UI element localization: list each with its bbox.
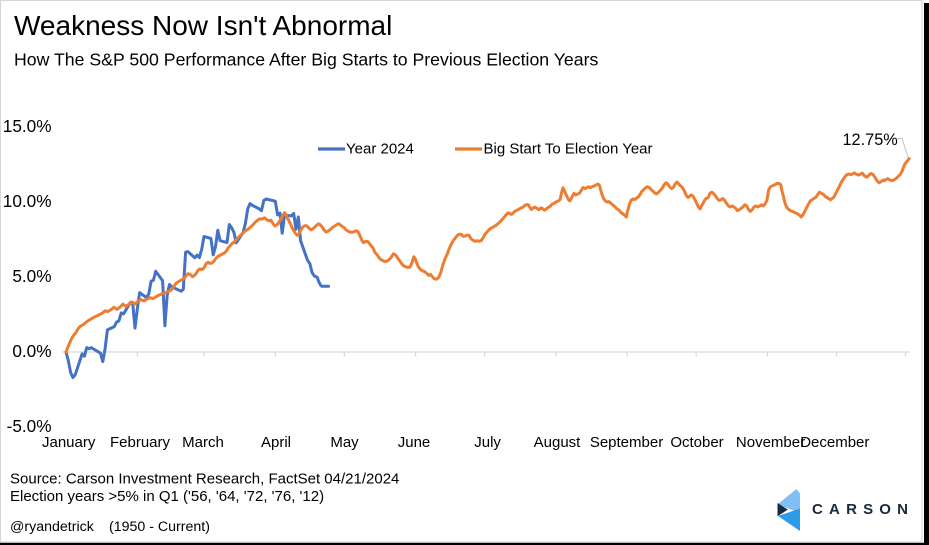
svg-text:Weakness Now Isn't Abnormal: Weakness Now Isn't Abnormal <box>14 10 392 41</box>
svg-text:(1950 - Current): (1950 - Current) <box>109 519 210 535</box>
svg-text:April: April <box>261 434 291 451</box>
svg-text:0.0%: 0.0% <box>12 341 51 361</box>
svg-text:10.0%: 10.0% <box>3 191 52 211</box>
svg-text:How The S&P 500 Performance Af: How The S&P 500 Performance After Big St… <box>14 50 598 70</box>
svg-text:-5.0%: -5.0% <box>7 416 52 436</box>
svg-text:March: March <box>182 434 224 451</box>
svg-text:November: November <box>736 434 805 451</box>
svg-text:@ryandetrick: @ryandetrick <box>10 519 95 535</box>
svg-text:September: September <box>590 434 663 451</box>
svg-text:Big Start To Election Year: Big Start To Election Year <box>484 141 653 158</box>
svg-text:August: August <box>534 434 582 451</box>
svg-text:July: July <box>474 434 501 451</box>
svg-text:June: June <box>398 434 431 451</box>
svg-text:December: December <box>800 434 869 451</box>
svg-text:15.0%: 15.0% <box>3 116 52 136</box>
svg-text:May: May <box>330 434 359 451</box>
svg-text:12.75%: 12.75% <box>843 131 898 149</box>
svg-text:CARSON: CARSON <box>812 501 914 518</box>
svg-text:Source: Carson Investment Rese: Source: Carson Investment Research, Fact… <box>10 471 399 488</box>
svg-text:Year 2024: Year 2024 <box>346 141 414 158</box>
svg-text:February: February <box>110 434 171 451</box>
svg-text:5.0%: 5.0% <box>12 266 51 286</box>
svg-text:January: January <box>42 434 96 451</box>
svg-text:October: October <box>670 434 723 451</box>
svg-text:Election years >5% in Q1 ('56,: Election years >5% in Q1 ('56, '64, '72,… <box>10 488 324 505</box>
